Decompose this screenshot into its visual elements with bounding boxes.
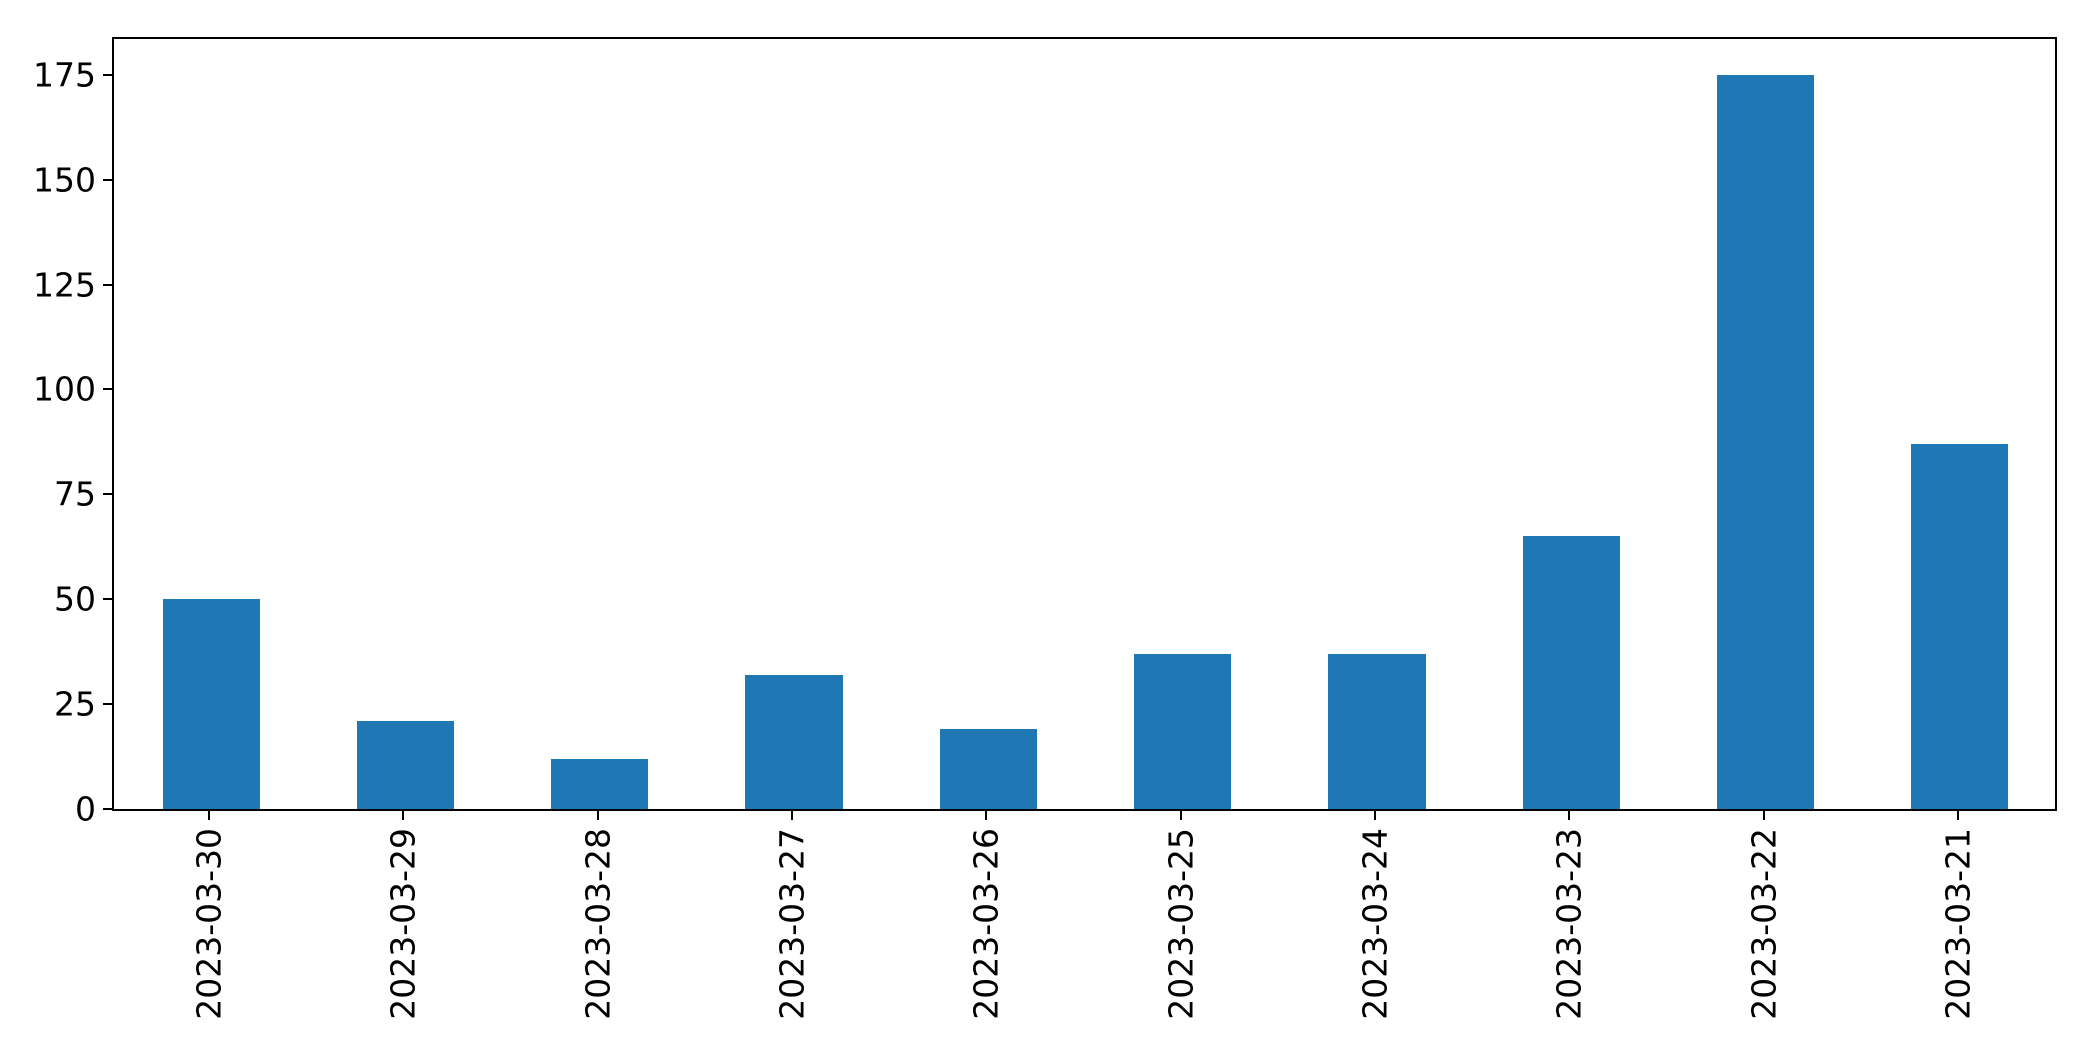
y-tick-label: 75	[54, 474, 96, 514]
y-tick-label: 25	[54, 684, 96, 724]
y-tick-mark	[103, 808, 112, 810]
x-tick-mark	[1568, 811, 1571, 820]
y-tick-mark	[103, 703, 112, 706]
y-tick-label: 0	[75, 789, 96, 829]
bar-2023-03-23	[1522, 536, 1620, 809]
bar-2023-03-24	[1328, 653, 1426, 809]
bar-2023-03-21	[1911, 443, 2009, 809]
y-tick-mark	[103, 493, 112, 496]
x-tick-label: 2023-03-26	[966, 828, 1006, 1020]
x-tick-mark	[596, 811, 599, 820]
x-tick-label: 2023-03-22	[1744, 828, 1784, 1020]
plot-area	[112, 37, 2057, 811]
x-tick-mark	[1956, 811, 1959, 820]
x-tick-label: 2023-03-21	[1938, 828, 1978, 1020]
bar-2023-03-27	[745, 674, 843, 809]
bar-2023-03-29	[356, 720, 455, 809]
x-tick-label: 2023-03-28	[578, 828, 618, 1020]
x-tick-mark	[1762, 811, 1765, 820]
y-tick-mark	[103, 598, 112, 601]
y-tick-label: 125	[33, 265, 96, 305]
x-tick-label: 2023-03-30	[189, 828, 229, 1020]
bar-2023-03-28	[551, 758, 649, 809]
y-tick-mark	[103, 178, 112, 181]
y-tick-mark	[103, 283, 112, 286]
bar-2023-03-25	[1134, 653, 1232, 809]
y-tick-label: 50	[54, 579, 96, 619]
y-tick-label: 100	[33, 369, 96, 409]
x-tick-mark	[1179, 811, 1182, 820]
x-tick-label: 2023-03-29	[383, 828, 423, 1020]
bar-2023-03-26	[939, 729, 1037, 809]
bar-2023-03-22	[1716, 74, 1815, 809]
x-tick-mark	[1373, 811, 1376, 820]
x-tick-mark	[791, 811, 794, 820]
bar-2023-03-30	[162, 599, 260, 809]
x-tick-label: 2023-03-25	[1161, 828, 1201, 1020]
x-tick-mark	[208, 811, 211, 820]
x-tick-mark	[985, 811, 988, 820]
x-tick-label: 2023-03-23	[1549, 828, 1589, 1020]
y-tick-label: 175	[33, 55, 96, 95]
y-tick-mark	[103, 73, 112, 76]
x-tick-label: 2023-03-24	[1355, 828, 1395, 1020]
y-tick-mark	[103, 388, 112, 391]
y-tick-label: 150	[33, 160, 96, 200]
x-tick-label: 2023-03-27	[772, 828, 812, 1020]
x-tick-mark	[402, 811, 405, 820]
